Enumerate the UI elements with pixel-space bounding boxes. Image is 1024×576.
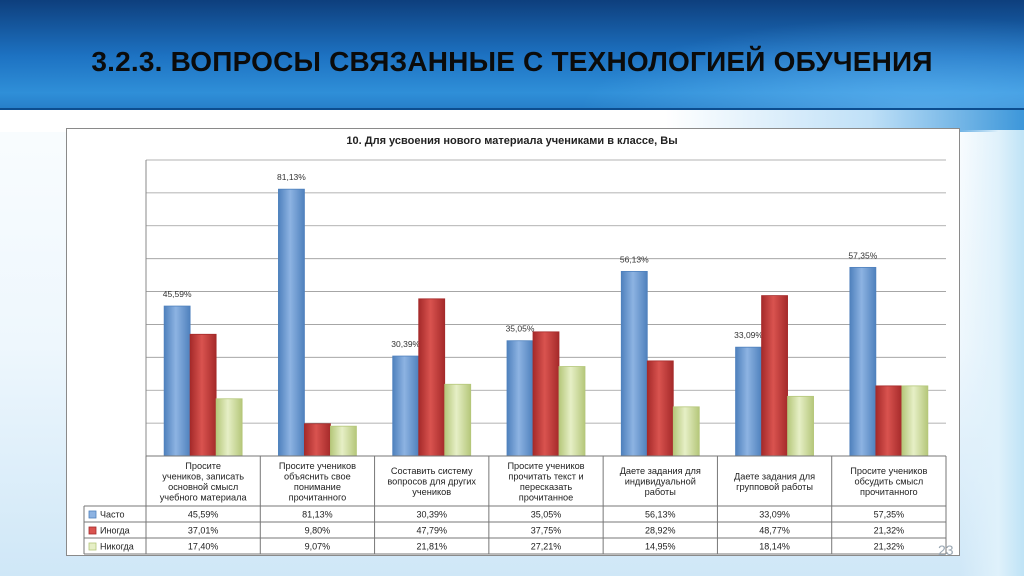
bar-chasto [506, 340, 534, 457]
bar-inogda [189, 333, 217, 457]
bar-nikogda [215, 398, 243, 457]
category-label: Просите [185, 461, 221, 471]
category-label: Даете задания для [620, 466, 701, 476]
table-value: 18,14% [759, 542, 790, 552]
bar-nikogda [330, 425, 357, 457]
bar-nikogda [901, 385, 929, 457]
category-label: Составить систему [391, 466, 473, 476]
legend-swatch [88, 510, 97, 519]
bar-inogda [761, 295, 788, 457]
category-label: прочитанного [289, 492, 347, 502]
bar-chasto [163, 305, 191, 457]
bar-chasto [849, 266, 877, 457]
table-value: 81,13% [302, 510, 333, 520]
header-shine [520, 0, 1024, 124]
category-label: учебного материала [160, 492, 248, 502]
table-value: 21,32% [874, 542, 905, 552]
category-label: Просите учеников [850, 466, 927, 476]
category-label: учеников, записать [162, 471, 244, 481]
table-value: 21,32% [874, 526, 905, 536]
category-label: Даете задания для [734, 471, 815, 481]
bar-inogda [304, 423, 331, 457]
category-label: объяснить свое [284, 471, 351, 481]
bar-chasto [620, 270, 648, 457]
bar-chasto [735, 346, 762, 457]
table-value: 37,01% [188, 526, 219, 536]
category-label: пересказать [520, 482, 572, 492]
data-label: 57,35% [848, 250, 877, 260]
data-label: 81,13% [277, 172, 306, 182]
data-label: 35,05% [506, 324, 535, 334]
category-label: прочитанное [519, 492, 574, 502]
category-label: прочитанного [860, 487, 918, 497]
table-value: 47,79% [416, 526, 447, 536]
category-label: Просите учеников [507, 461, 584, 471]
data-label: 56,13% [620, 254, 649, 264]
category-label: групповой работы [736, 482, 813, 492]
table-value: 48,77% [759, 526, 790, 536]
legend-swatch [88, 526, 97, 535]
table-value: 9,80% [305, 526, 331, 536]
table-value: 56,13% [645, 510, 676, 520]
bar-chasto [392, 355, 420, 457]
bar-nikogda [787, 395, 814, 457]
page-number: 23 [938, 542, 954, 558]
category-label: прочитать текст и [508, 471, 583, 481]
right-decoration [960, 130, 1024, 576]
bar-nikogda [672, 406, 700, 457]
bar-inogda [418, 298, 446, 457]
category-label: Просите учеников [279, 461, 356, 471]
table-value: 17,40% [188, 542, 219, 552]
table-value: 14,95% [645, 542, 676, 552]
table-value: 37,75% [531, 526, 562, 536]
table-value: 45,59% [188, 510, 219, 520]
bar-inogda [646, 360, 674, 457]
bar-inogda [532, 331, 560, 457]
legend-label: Часто [100, 510, 125, 520]
slide-title: 3.2.3. ВОПРОСЫ СВЯЗАННЫЕ С ТЕХНОЛОГИЕЙ О… [91, 46, 933, 77]
legend-label: Никогда [100, 542, 134, 552]
bar-nikogda [558, 366, 586, 457]
category-label: основной смысл [168, 482, 238, 492]
table-value: 57,35% [874, 510, 905, 520]
bar-nikogda [444, 383, 472, 457]
data-label: 33,09% [734, 330, 763, 340]
table-value: 9,07% [305, 542, 331, 552]
category-label: индивидуальной [625, 477, 696, 487]
category-label: работы [645, 487, 676, 497]
category-label: обсудить смысл [855, 477, 924, 487]
category-label: вопросов для других [387, 477, 476, 487]
category-label: понимание [294, 482, 341, 492]
table-value: 21,81% [416, 542, 447, 552]
table-value: 28,92% [645, 526, 676, 536]
table-value: 33,09% [759, 510, 790, 520]
bar-inogda [875, 385, 903, 457]
data-label: 30,39% [391, 339, 420, 349]
chart-title: 10. Для усвоения нового материала ученик… [346, 135, 678, 147]
bar-chasto [278, 188, 305, 457]
category-label: учеников [412, 487, 451, 497]
legend-label: Иногда [100, 526, 130, 536]
table-value: 27,21% [531, 542, 562, 552]
legend-swatch [88, 542, 97, 551]
table-value: 35,05% [531, 510, 562, 520]
data-label: 45,59% [163, 289, 192, 299]
table-value: 30,39% [416, 510, 447, 520]
